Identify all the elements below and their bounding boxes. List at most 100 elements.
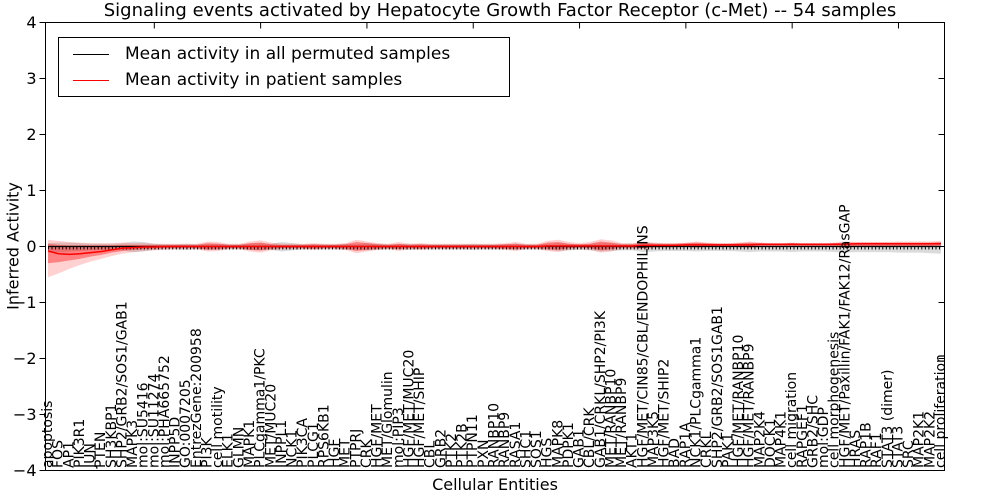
x-tick-label: mol:SU5416 <box>136 382 152 468</box>
x-tick-label: MAPK1 <box>242 420 258 468</box>
chart-title: Signaling events activated by Hepatocyte… <box>103 0 897 21</box>
x-tick-label: mol:PHA665752 <box>157 355 173 468</box>
x-tick-label: AP1 <box>61 441 77 468</box>
x-axis-label: Cellular Entities <box>432 475 558 494</box>
x-tick-label: GLMN <box>231 427 247 468</box>
x-tick-label: SHP2/GRB2/SOS1GAB1 <box>710 306 726 468</box>
x-tick-label: PXN <box>476 439 492 468</box>
x-tick-label: mol:SU11274 <box>146 373 162 468</box>
x-tick-label: BAD <box>667 438 683 468</box>
x-tick-label: HGF <box>327 439 343 468</box>
x-tick-label: RANBP10 <box>487 403 503 468</box>
x-tick-label: MAP2K1 <box>912 411 928 468</box>
legend-label-permuted: Mean activity in all permuted samples <box>125 44 451 64</box>
x-tick-label: AKT1 <box>625 433 641 468</box>
x-tick-label: EntrezGene:200958 <box>189 328 205 468</box>
x-tick-label: GRB2/SHC <box>805 395 821 468</box>
x-tick-label: MAP3K5 <box>646 411 662 468</box>
x-tick-label: CBL/CRK <box>582 407 598 468</box>
x-tick-label: HRAS <box>848 430 864 468</box>
x-tick-label: ELK1 <box>221 433 237 468</box>
x-tick-label: RANBP9 <box>497 412 513 468</box>
x-tick-label: STAT3 (dimer) <box>880 370 896 468</box>
legend-entry-permuted: Mean activity in all permuted samples <box>73 44 509 64</box>
y-tick-label: −1 <box>13 293 37 312</box>
x-tick-label: PTK2B <box>455 423 471 468</box>
x-tick-label: PTEN <box>93 432 109 468</box>
x-tick-label: HGS <box>540 438 556 468</box>
x-tick-label: INPPL1 <box>274 420 290 468</box>
x-tick-label: HGF/MET <box>370 404 386 468</box>
x-tick-label: GAB1/CRKL/SHP2/PI3K <box>593 310 609 468</box>
y-tick-label: −3 <box>13 405 37 424</box>
x-tick-label: cell migration <box>784 372 800 468</box>
x-tick-label: cell morphogenesis <box>827 332 843 468</box>
x-tick-label: PLCgamma1/PKC <box>253 348 269 468</box>
x-tick-label: PIK3CA <box>295 418 311 468</box>
x-tick-label: RAP1A <box>678 422 694 468</box>
x-tick-label: CRKL <box>699 431 715 468</box>
x-tick-label: MAP4K1 <box>774 411 790 468</box>
x-tick-label: mol:PIP3 <box>391 407 407 468</box>
x-tick-label: INPP5D <box>168 417 184 468</box>
y-axis-label: Inferred Activity <box>3 182 23 310</box>
x-tick-label: SH3KBP1 <box>104 404 120 468</box>
x-tick-label: PI3K <box>199 437 215 468</box>
x-tick-label: HGF/MET/SHIP <box>412 368 428 468</box>
x-tick-label: NCK1/PLCgamma1 <box>688 337 704 468</box>
x-tick-label: RPS6KB1 <box>316 404 332 468</box>
y-tick-label: −4 <box>13 461 37 480</box>
x-tick-label: CRK <box>359 438 375 468</box>
legend-red-line-sample <box>73 79 109 81</box>
x-tick-label: HGF/MET/MUC20 <box>401 350 417 468</box>
x-tick-label: RAF1 <box>869 432 885 468</box>
x-tick-label: RASA1 <box>508 422 524 468</box>
x-tick-label: MAP2K4 <box>752 411 768 468</box>
x-tick-label: mol:GDP <box>816 407 832 468</box>
y-tick-label: 4 <box>26 13 36 32</box>
legend: Mean activity in all permuted samples Me… <box>58 37 510 97</box>
x-tick-label: SOS1 <box>529 430 545 468</box>
x-tick-label: PLCG1 <box>306 422 322 468</box>
y-tick-label: 3 <box>26 69 36 88</box>
x-tick-label: MET/Glomulin <box>380 371 396 468</box>
x-tick-label: MET/RANBP10 <box>603 369 619 468</box>
x-tick-label: GRB2 <box>433 429 449 468</box>
x-tick-label: SHC1 <box>518 430 534 468</box>
x-tick-label: GO:0007205 <box>178 379 194 468</box>
x-tick-label: MET <box>338 438 354 468</box>
y-tick-label: −2 <box>13 349 37 368</box>
x-tick-label: SRC <box>901 440 917 468</box>
x-tick-label: cell proliferation <box>933 354 949 468</box>
x-tick-label: CBL <box>423 441 439 468</box>
x-tick-label: JUN <box>83 443 99 469</box>
x-tick-label: PTPN11 <box>465 414 481 468</box>
legend-label-patient: Mean activity in patient samples <box>125 70 403 90</box>
x-tick-label: PAK1 <box>720 433 736 468</box>
x-tick-label: NCK1 <box>285 430 301 468</box>
x-tick-label: FOS <box>51 440 67 468</box>
x-tick-label: DOCK1 <box>763 418 779 468</box>
x-tick-label: HGF/MET/CIN85/CBL/ENDOPHILINS <box>635 225 651 468</box>
x-tick-label: HGF/MET/Paxillin/FAK1/FAK12/RasGAP <box>837 204 853 468</box>
x-tick-label: MAPK8 <box>550 420 566 468</box>
x-tick-label: RAPGEF1 <box>795 404 811 468</box>
x-tick-label: HGF/MET/RANBP10 <box>731 335 747 468</box>
x-tick-label: PDPK1 <box>561 422 577 468</box>
patient-mean-line <box>47 242 941 256</box>
x-tick-label: apoptosis <box>40 401 56 468</box>
y-tick-label: 2 <box>26 125 36 144</box>
y-tick-label: 1 <box>26 181 36 200</box>
x-tick-label: PTPRJ <box>348 429 364 468</box>
x-tick-label: cell motility <box>210 386 226 468</box>
patient-outer-std-band <box>48 239 941 278</box>
x-tick-label: MET/RANBP9 <box>614 378 630 468</box>
x-tick-label: MET/MUC20 <box>263 384 279 468</box>
x-tick-label: MAP2K2 <box>922 411 938 468</box>
x-tick-label: GAB1 <box>572 429 588 468</box>
legend-entry-patient: Mean activity in patient samples <box>73 70 509 90</box>
x-tick-label: PIK3R1 <box>72 419 88 468</box>
x-tick-label: STAT3 <box>890 426 906 468</box>
